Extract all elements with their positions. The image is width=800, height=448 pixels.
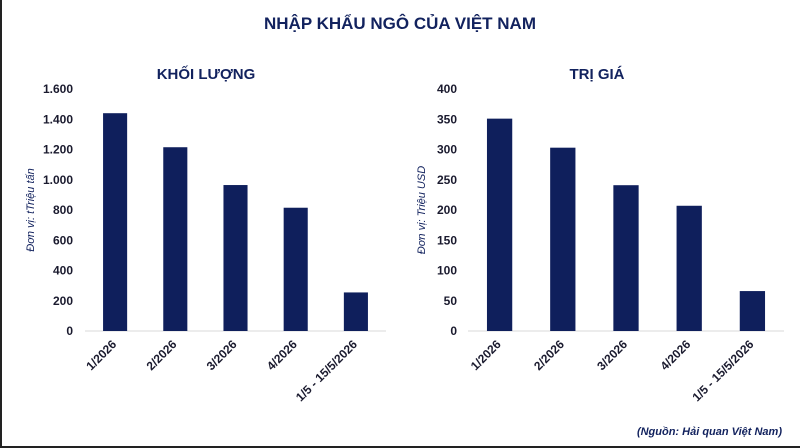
source-note: (Nguồn: Hải quan Việt Nam) xyxy=(636,426,782,438)
volume-bar xyxy=(103,113,128,331)
value-x-tick-label: 2/2026 xyxy=(531,337,567,373)
value-y-tick-label: 300 xyxy=(437,143,457,157)
volume-x-tick-label: 4/2026 xyxy=(264,337,300,373)
value-bar xyxy=(613,185,639,331)
volume-y-tick-label: 200 xyxy=(53,294,73,308)
value-x-tick-label: 4/2026 xyxy=(657,337,693,373)
volume-bar xyxy=(163,147,188,331)
volume-bar xyxy=(223,185,248,331)
volume-y-tick-label: 0 xyxy=(66,324,73,338)
frame-left-border xyxy=(0,0,2,448)
volume-y-axis-label: Đơn vị: tTriệu tấn xyxy=(25,168,37,251)
volume-y-tick-label: 400 xyxy=(53,264,73,278)
value-y-tick-label: 400 xyxy=(437,82,457,96)
frame-bottom-border xyxy=(0,446,800,448)
value-y-tick-label: 350 xyxy=(437,112,457,126)
volume-chart-title: KHỐI LƯỢNG xyxy=(157,65,256,83)
volume-y-tick-label: 1.200 xyxy=(43,143,73,157)
value-bar xyxy=(486,118,513,332)
volume-bar xyxy=(283,207,308,331)
volume-y-tick-label: 1.000 xyxy=(43,173,73,187)
volume-bar xyxy=(343,292,368,331)
value-bar xyxy=(550,147,576,331)
value-bar xyxy=(739,291,766,331)
value-chart-title: TRỊ GIÁ xyxy=(570,66,625,83)
volume-y-tick-label: 1.600 xyxy=(43,82,73,96)
value-y-tick-label: 100 xyxy=(437,264,457,278)
value-bar xyxy=(676,205,702,331)
value-y-axis-label: Đơn vị: Triệu USD xyxy=(416,166,428,254)
value-x-tick-label: 1/5 - 15/5/2026 xyxy=(690,337,757,404)
value-y-tick-label: 200 xyxy=(437,203,457,217)
value-x-tick-label: 3/2026 xyxy=(594,337,630,373)
main-title: NHẬP KHẨU NGÔ CỦA VIỆT NAM xyxy=(263,14,536,33)
volume-y-tick-label: 600 xyxy=(53,233,73,247)
value-y-tick-label: 0 xyxy=(450,324,457,338)
value-x-tick-label: 1/2026 xyxy=(468,337,504,373)
value-y-tick-label: 50 xyxy=(444,294,458,308)
volume-y-tick-label: 800 xyxy=(53,203,73,217)
volume-y-tick-label: 1.400 xyxy=(43,112,73,126)
value-y-tick-label: 150 xyxy=(437,233,457,247)
volume-x-tick-label: 3/2026 xyxy=(204,337,240,373)
volume-x-tick-label: 1/5 - 15/5/2026 xyxy=(293,337,360,404)
volume-x-tick-label: 1/2026 xyxy=(83,337,119,373)
volume-x-tick-label: 2/2026 xyxy=(144,337,180,373)
value-y-tick-label: 250 xyxy=(437,173,457,187)
